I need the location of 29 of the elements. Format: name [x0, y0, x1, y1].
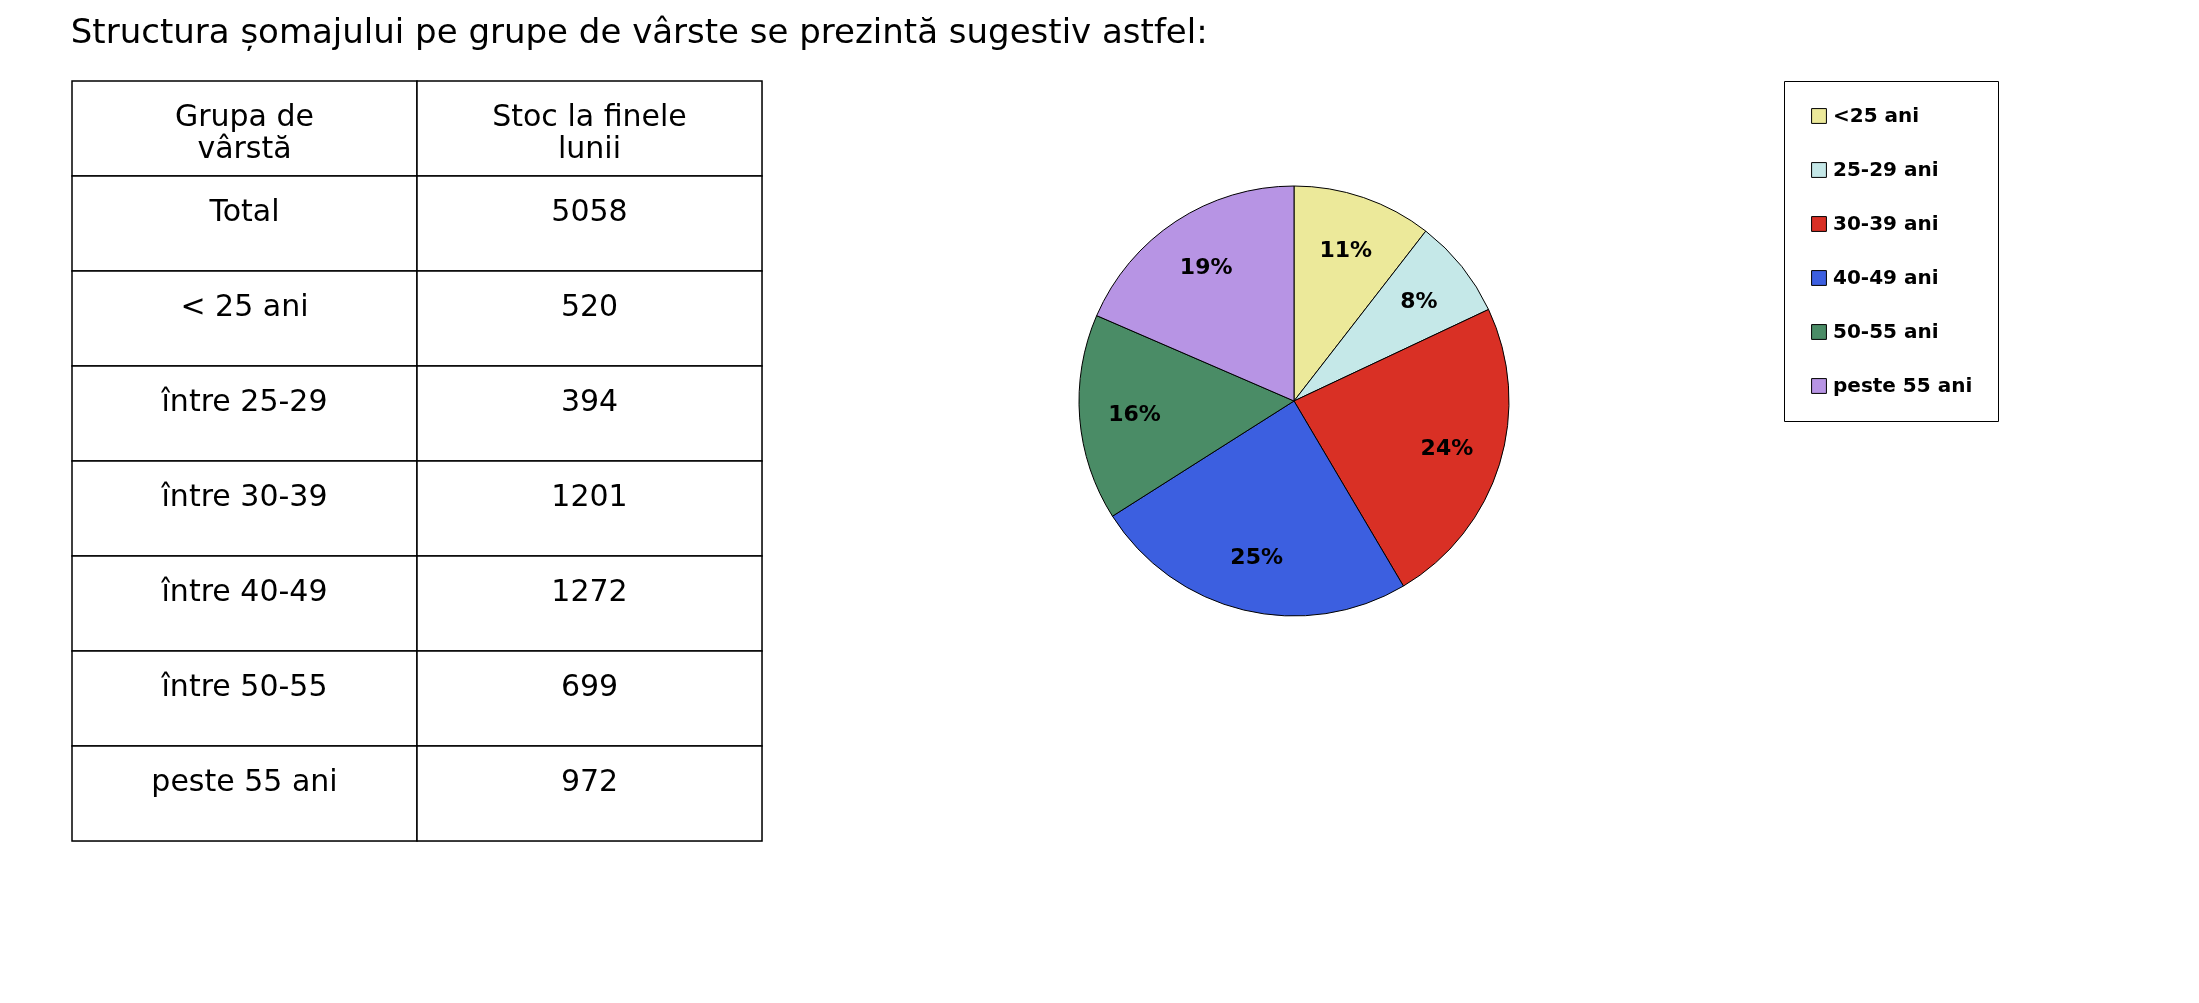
category-label: între 50-55 [160, 667, 328, 703]
data-label: 699 [560, 667, 619, 703]
category-label: Total [208, 192, 280, 228]
legend-label: 30-39 ani [1833, 211, 1939, 235]
data-label: 1201 [551, 477, 628, 513]
data-label: 24% [1420, 435, 1474, 461]
text: Structura șomajului pe grupe de vârste se prezintă sugestiv astfel: [70, 10, 1208, 51]
category-label: între 30-39 [160, 477, 328, 513]
legend-label: 25-29 ani [1833, 157, 1939, 181]
legend-label: <25 ani [1833, 103, 1920, 127]
data-label: 520 [560, 287, 619, 323]
category-label: între 25-29 [160, 382, 328, 418]
category-label: < 25 ani [180, 287, 309, 323]
data-label: 5058 [551, 192, 628, 228]
data-label: 11% [1319, 236, 1373, 262]
text: Grupa de vârstă [174, 97, 315, 165]
category-label: peste 55 ani [151, 762, 338, 798]
category-label: între 40-49 [160, 572, 328, 608]
data-label: 972 [560, 762, 619, 798]
legend-label: peste 55 ani [1833, 373, 1973, 397]
data-label: 394 [560, 382, 619, 418]
text: Stoc la finele lunii [492, 97, 687, 165]
data-label: 1272 [551, 572, 628, 608]
data-label: 25% [1230, 543, 1283, 569]
legend-label: 50-55 ani [1833, 319, 1939, 343]
data-label: 19% [1179, 254, 1233, 280]
data-label: 8% [1400, 287, 1438, 313]
data-label: 16% [1108, 400, 1161, 426]
legend-label: 40-49 ani [1833, 265, 1939, 289]
